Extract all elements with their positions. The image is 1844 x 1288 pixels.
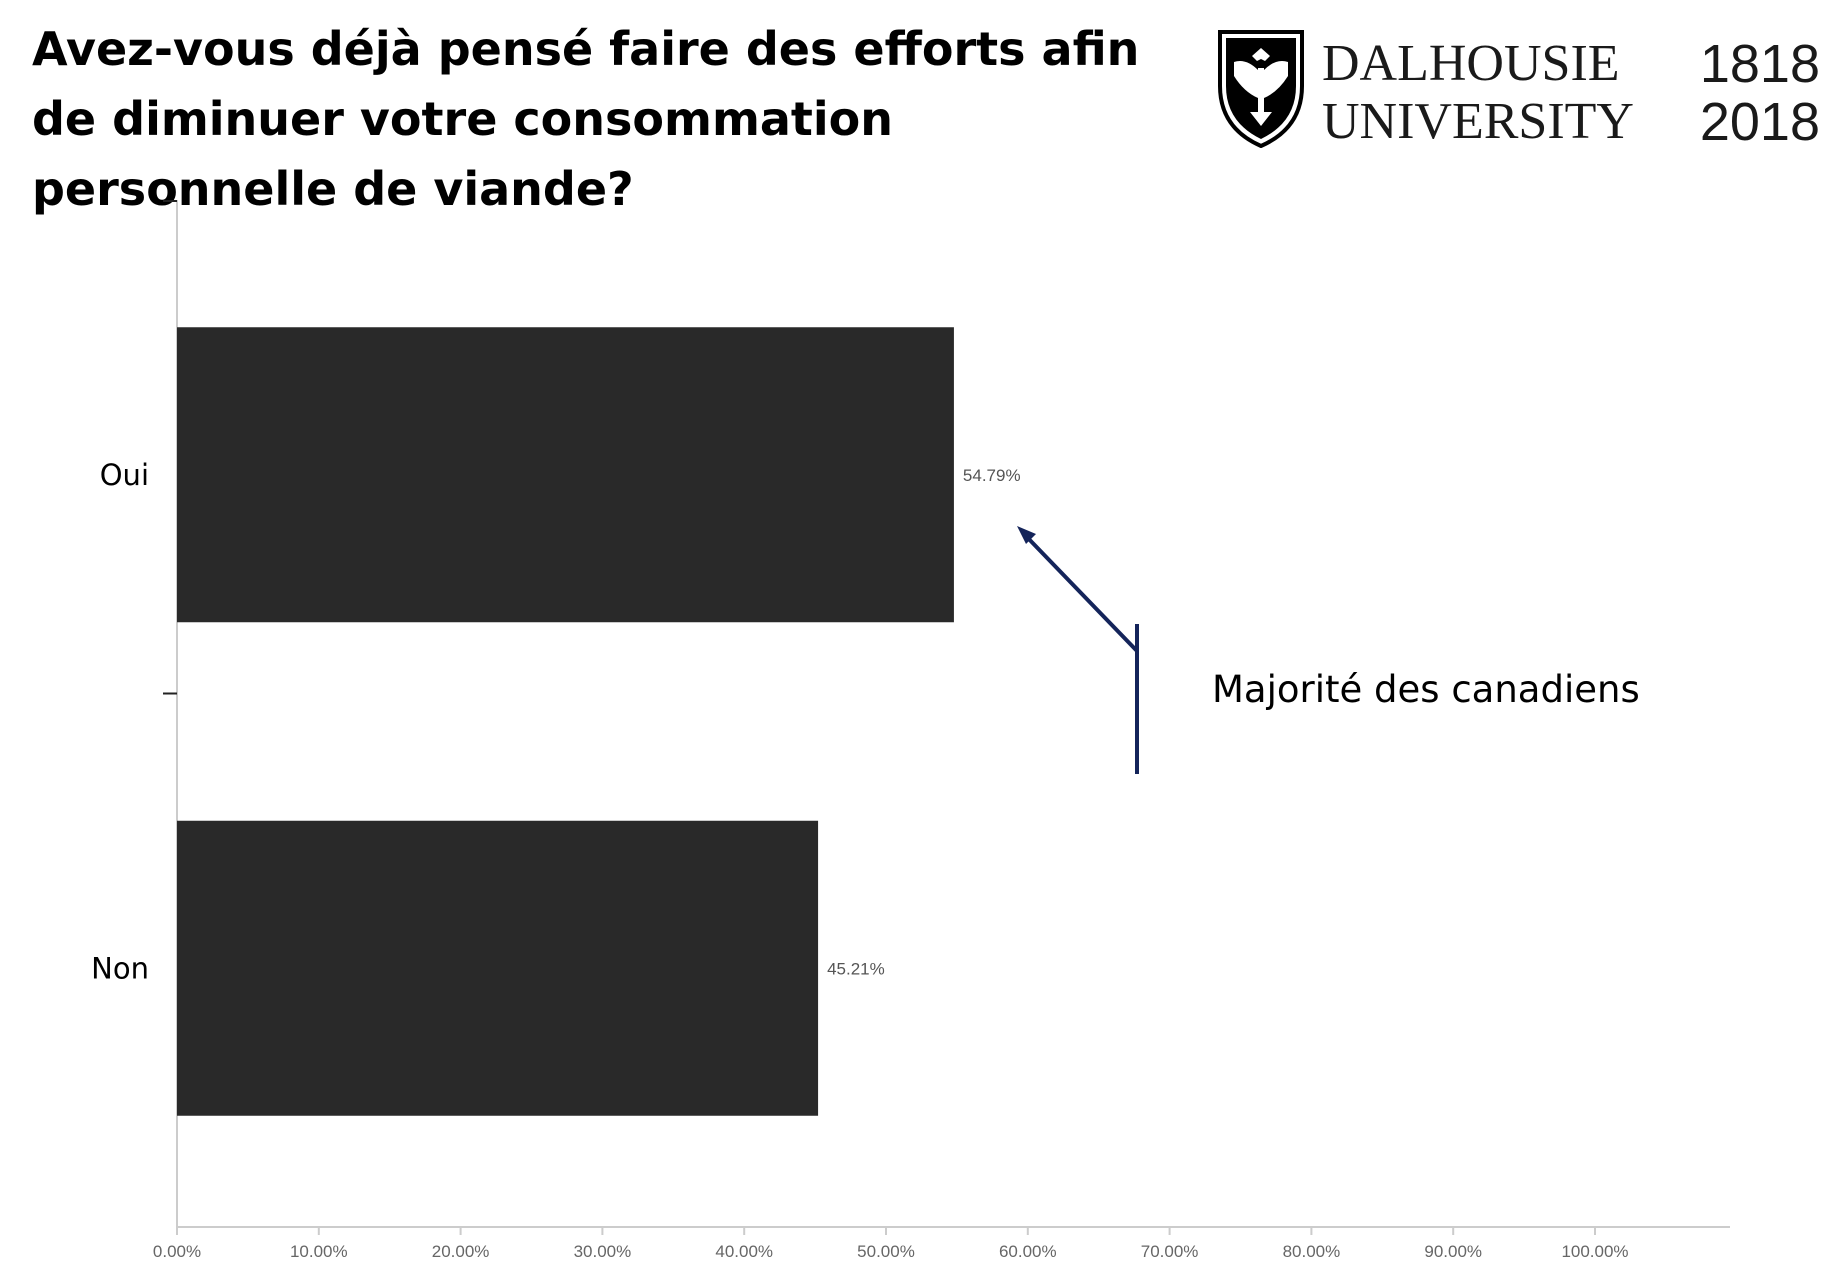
eagle-shield-icon <box>1218 30 1304 148</box>
logo-year-top: 1818 <box>1700 34 1820 94</box>
x-tick-label: 40.00% <box>715 1242 773 1261</box>
logo-line1: DALHOUSIE <box>1322 35 1620 92</box>
x-tick-label: 10.00% <box>290 1242 348 1261</box>
x-tick-label: 90.00% <box>1424 1242 1482 1261</box>
value-label-oui: 54.79% <box>963 466 1021 485</box>
chart-title: Avez-vous déjà pensé faire des efforts a… <box>32 22 1140 216</box>
x-tick-label: 80.00% <box>1283 1242 1341 1261</box>
value-labels: 54.79% 45.21% <box>827 466 1021 979</box>
x-tick-labels: 0.00% 10.00% 20.00% 30.00% 40.00% 50.00% 60.00… <box>153 1227 1629 1261</box>
x-tick-label: 20.00% <box>432 1242 490 1261</box>
bar-non <box>177 820 819 1116</box>
x-tick-label: 0.00% <box>153 1242 201 1261</box>
bar-oui <box>177 327 954 623</box>
chart-bars <box>177 327 954 1116</box>
category-label-oui: Oui <box>100 458 149 492</box>
annotation-arrow <box>1022 532 1139 653</box>
dalhousie-logo: DALHOUSIE UNIVERSITY 1818 2018 <box>1218 30 1820 148</box>
x-tick-label: 70.00% <box>1141 1242 1199 1261</box>
logo-line2: UNIVERSITY <box>1322 93 1634 148</box>
annotation-text: Majorité des canadiens <box>1212 668 1640 711</box>
value-label-non: 45.21% <box>827 959 885 978</box>
category-labels: Oui Non <box>91 458 149 986</box>
annotation: Majorité des canadiens <box>1017 526 1640 774</box>
annotation-arrowhead <box>1017 526 1036 544</box>
bar-chart: Oui Non 54.79% 45.21% 0.00% 10.00% 20.00% 30.… <box>91 200 1730 1261</box>
x-tick-label: 50.00% <box>857 1242 915 1261</box>
x-tick-label: 60.00% <box>999 1242 1057 1261</box>
category-label-non: Non <box>91 951 149 985</box>
x-tick-label: 100.00% <box>1561 1242 1628 1261</box>
logo-year-bottom: 2018 <box>1700 92 1820 148</box>
x-tick-label: 30.00% <box>574 1242 632 1261</box>
